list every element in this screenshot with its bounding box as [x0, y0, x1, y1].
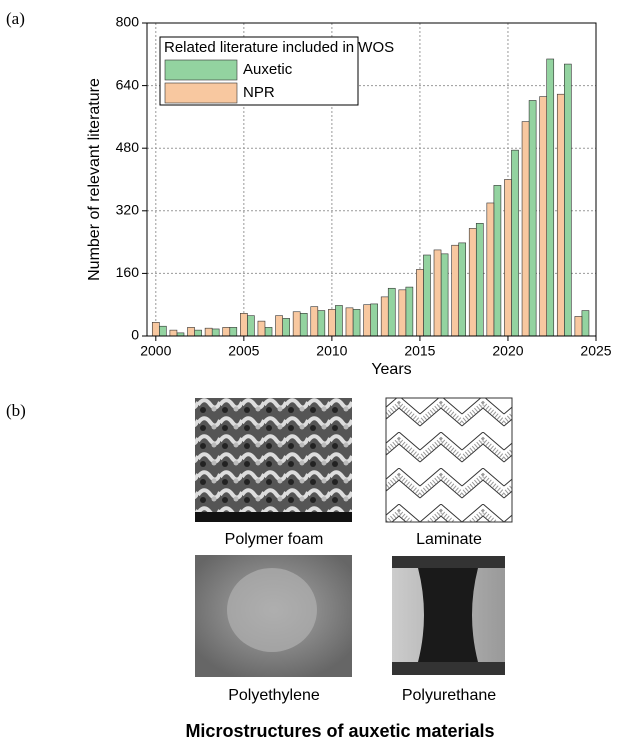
- image-detail: [392, 556, 505, 568]
- page: (a) (b) 0 160 320 480 640 800 2000 2005 2010 2015…: [0, 0, 631, 746]
- y-tick-label: 160: [116, 264, 140, 280]
- bar: [276, 316, 283, 336]
- image-laminate: [386, 398, 512, 522]
- bar: [381, 297, 388, 336]
- legend-label: Auxetic: [243, 61, 293, 78]
- y-tick-label: 800: [116, 14, 140, 30]
- bar: [230, 327, 237, 336]
- y-axis-label: Number of relevant literature: [86, 78, 103, 281]
- bar: [195, 330, 202, 336]
- x-tick-label: 2000: [140, 343, 171, 359]
- bar: [399, 290, 406, 336]
- bar: [293, 312, 300, 336]
- bar: [540, 97, 547, 336]
- y-tick-label: 480: [116, 139, 140, 155]
- bar: [247, 316, 254, 336]
- bar: [423, 255, 430, 336]
- bar: [152, 322, 159, 336]
- legend-title: Related literature included in WOS: [164, 39, 394, 56]
- bar: [511, 150, 518, 336]
- image-detail: [418, 568, 478, 662]
- image-label: Polyethylene: [228, 687, 320, 704]
- x-tick-label: 2020: [492, 343, 523, 359]
- bar: [212, 329, 219, 336]
- bar: [547, 59, 554, 336]
- y-tick-label: 640: [116, 76, 140, 92]
- bar: [476, 223, 483, 336]
- bar: [441, 254, 448, 336]
- bar: [459, 243, 466, 336]
- bar: [522, 122, 529, 336]
- bar: [564, 64, 571, 336]
- x-tick-label: 2010: [316, 343, 347, 359]
- bar: [170, 330, 177, 336]
- bar: [311, 307, 318, 336]
- bar-chart: 0 160 320 480 640 800 2000 2005 2010 2015 2020 2025…: [86, 14, 612, 379]
- image-label: Polyurethane: [402, 687, 496, 704]
- bar: [371, 304, 378, 336]
- x-tick-label: 2015: [404, 343, 435, 359]
- bar: [159, 326, 166, 336]
- bar: [494, 185, 501, 336]
- bar: [388, 288, 395, 336]
- bar: [335, 305, 342, 336]
- bar: [353, 309, 360, 336]
- bar: [416, 269, 423, 336]
- image-detail: [392, 662, 505, 675]
- x-axis-label: Years: [371, 361, 411, 378]
- y-tick-label: 0: [131, 327, 139, 343]
- image-label: Laminate: [416, 531, 482, 548]
- caption: Microstructures of auxetic materials: [185, 721, 494, 741]
- bar: [504, 180, 511, 337]
- bar: [346, 308, 353, 336]
- bar: [240, 313, 247, 336]
- legend-swatch: [165, 60, 237, 80]
- x-tick-label: 2005: [228, 343, 259, 359]
- x-tick-label: 2025: [580, 343, 611, 359]
- bar: [187, 327, 194, 336]
- bar: [557, 94, 564, 336]
- bar: [487, 203, 494, 336]
- image-scalebar: [195, 512, 352, 522]
- panel-label: (b): [6, 401, 26, 420]
- image-polymer-foam: [195, 398, 352, 522]
- bar: [265, 327, 272, 336]
- y-tick-label: 320: [116, 202, 140, 218]
- bar: [223, 327, 230, 336]
- figure: (a) (b) 0 160 320 480 640 800 2000 2005 2010 2015…: [0, 0, 631, 746]
- bar: [406, 287, 413, 336]
- bar: [469, 228, 476, 336]
- panel-label: (a): [6, 9, 25, 28]
- image-detail: [227, 568, 317, 652]
- bar: [318, 311, 325, 336]
- image-label: Polymer foam: [225, 531, 324, 548]
- bar: [434, 250, 441, 336]
- bar: [328, 309, 335, 336]
- bar: [258, 321, 265, 336]
- bar: [364, 305, 371, 336]
- bar: [300, 313, 307, 336]
- legend-swatch: [165, 83, 237, 103]
- bar: [205, 328, 212, 336]
- bar: [582, 311, 589, 336]
- bar: [452, 245, 459, 336]
- legend-label: NPR: [243, 84, 275, 101]
- bar: [575, 316, 582, 336]
- bar: [283, 318, 290, 336]
- bar: [529, 100, 536, 336]
